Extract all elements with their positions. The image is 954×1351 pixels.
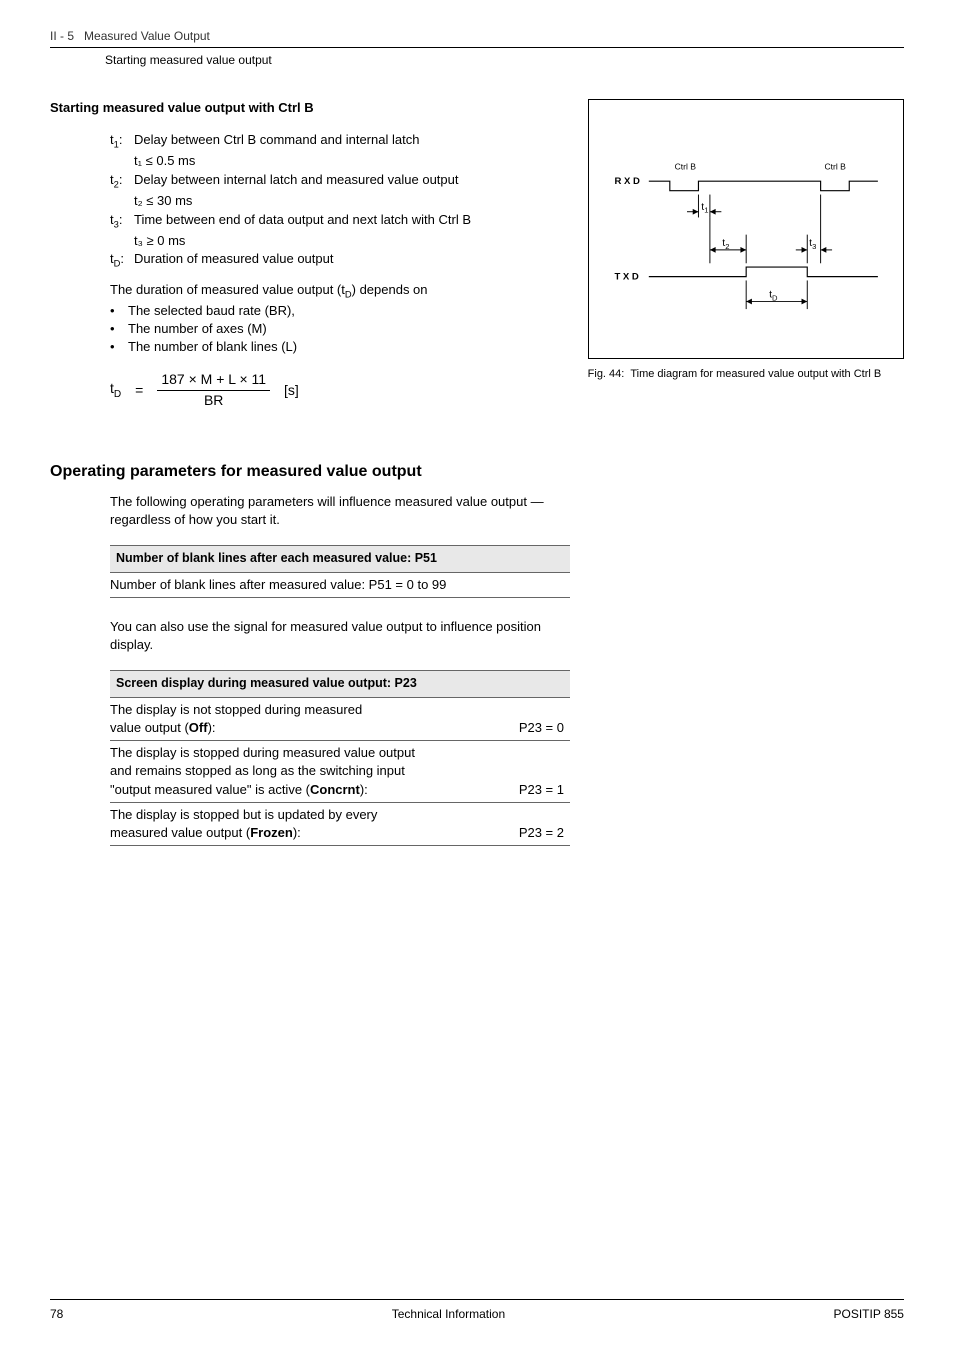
formula-num: 187 × M + L × 11 [157,370,270,391]
ops-heading: Operating parameters for measured value … [50,461,904,483]
tD-sym: tD [769,289,778,302]
t3-cond: t₃ ≥ 0 ms [134,232,568,250]
p51-head: Number of blank lines after each measure… [110,546,570,573]
p23-r1v: P23 = 0 [486,697,570,740]
txd-label: T X D [614,271,638,282]
header-subtitle: Starting measured value output [105,52,904,69]
figcap-text: Time diagram for measured value output w… [630,367,904,382]
footer-right: POSITIP 855 [834,1306,904,1323]
t2-sym: t2 [722,238,729,251]
chapter-title: Measured Value Output [84,29,210,43]
tD-text: Duration of measured value output [134,250,568,271]
formula-den: BR [200,391,227,411]
definitions-block: t1: Delay between Ctrl B command and int… [110,131,568,357]
bullet-l: The number of blank lines (L) [110,338,568,356]
p23-r2v: P23 = 1 [486,741,570,803]
t1-cond: t₁ ≤ 0.5 ms [134,152,568,170]
duration-depends: The duration of measured value output (t… [110,281,568,302]
bullet-br: The selected baud rate (BR), [110,302,568,320]
footer-page: 78 [50,1306,63,1323]
p23-r1: The display is not stopped during measur… [110,697,486,740]
txd-wave [648,267,877,277]
t1-text: Delay between Ctrl B command and interna… [134,131,568,152]
formula-unit: [s] [284,381,299,401]
t1-sym: t1 [701,201,708,214]
table-p51: Number of blank lines after each measure… [110,545,570,598]
page-footer: 78 Technical Information POSITIP 855 [50,1299,904,1323]
bullet-m: The number of axes (M) [110,320,568,338]
section-title: Starting measured value output with Ctrl… [50,99,568,117]
rxd-label: R X D [614,176,640,187]
chapter-header: II - 5 Measured Value Output [50,28,904,45]
t3-text: Time between end of data output and next… [134,211,568,232]
footer-center: Technical Information [392,1306,505,1323]
bullet-list: The selected baud rate (BR), The number … [110,302,568,357]
header-rule [50,47,904,48]
ops-para1: The following operating parameters will … [110,493,570,529]
t2-label: t2: [110,171,134,192]
p23-head: Screen display during measured value out… [110,671,570,698]
t1-label: t1: [110,131,134,152]
ctrlb2-label: Ctrl B [824,161,846,171]
ctrlb1-label: Ctrl B [674,161,696,171]
figcap-label: Fig. 44: [588,367,625,382]
tD-label: tD: [110,250,134,271]
t3-sym: t3 [809,238,816,251]
table-p23: Screen display during measured value out… [110,670,570,846]
p23-r3: The display is stopped but is updated by… [110,802,486,845]
p23-r3v: P23 = 2 [486,802,570,845]
figure-caption: Fig. 44: Time diagram for measured value… [588,367,904,382]
p23-r2: The display is stopped during measured v… [110,741,486,803]
formula: tD = 187 × M + L × 11 BR [s] [110,370,568,410]
t2-text: Delay between internal latch and measure… [134,171,568,192]
p51-row: Number of blank lines after measured val… [110,572,570,597]
timing-diagram: R X D Ctrl B Ctrl B t1 T X D [588,99,904,359]
t2-cond: t₂ ≤ 30 ms [134,192,568,210]
chapter-num: II - 5 [50,29,74,43]
ops-para2: You can also use the signal for measured… [110,618,570,654]
t3-label: t3: [110,211,134,232]
rxd-wave [648,181,877,191]
